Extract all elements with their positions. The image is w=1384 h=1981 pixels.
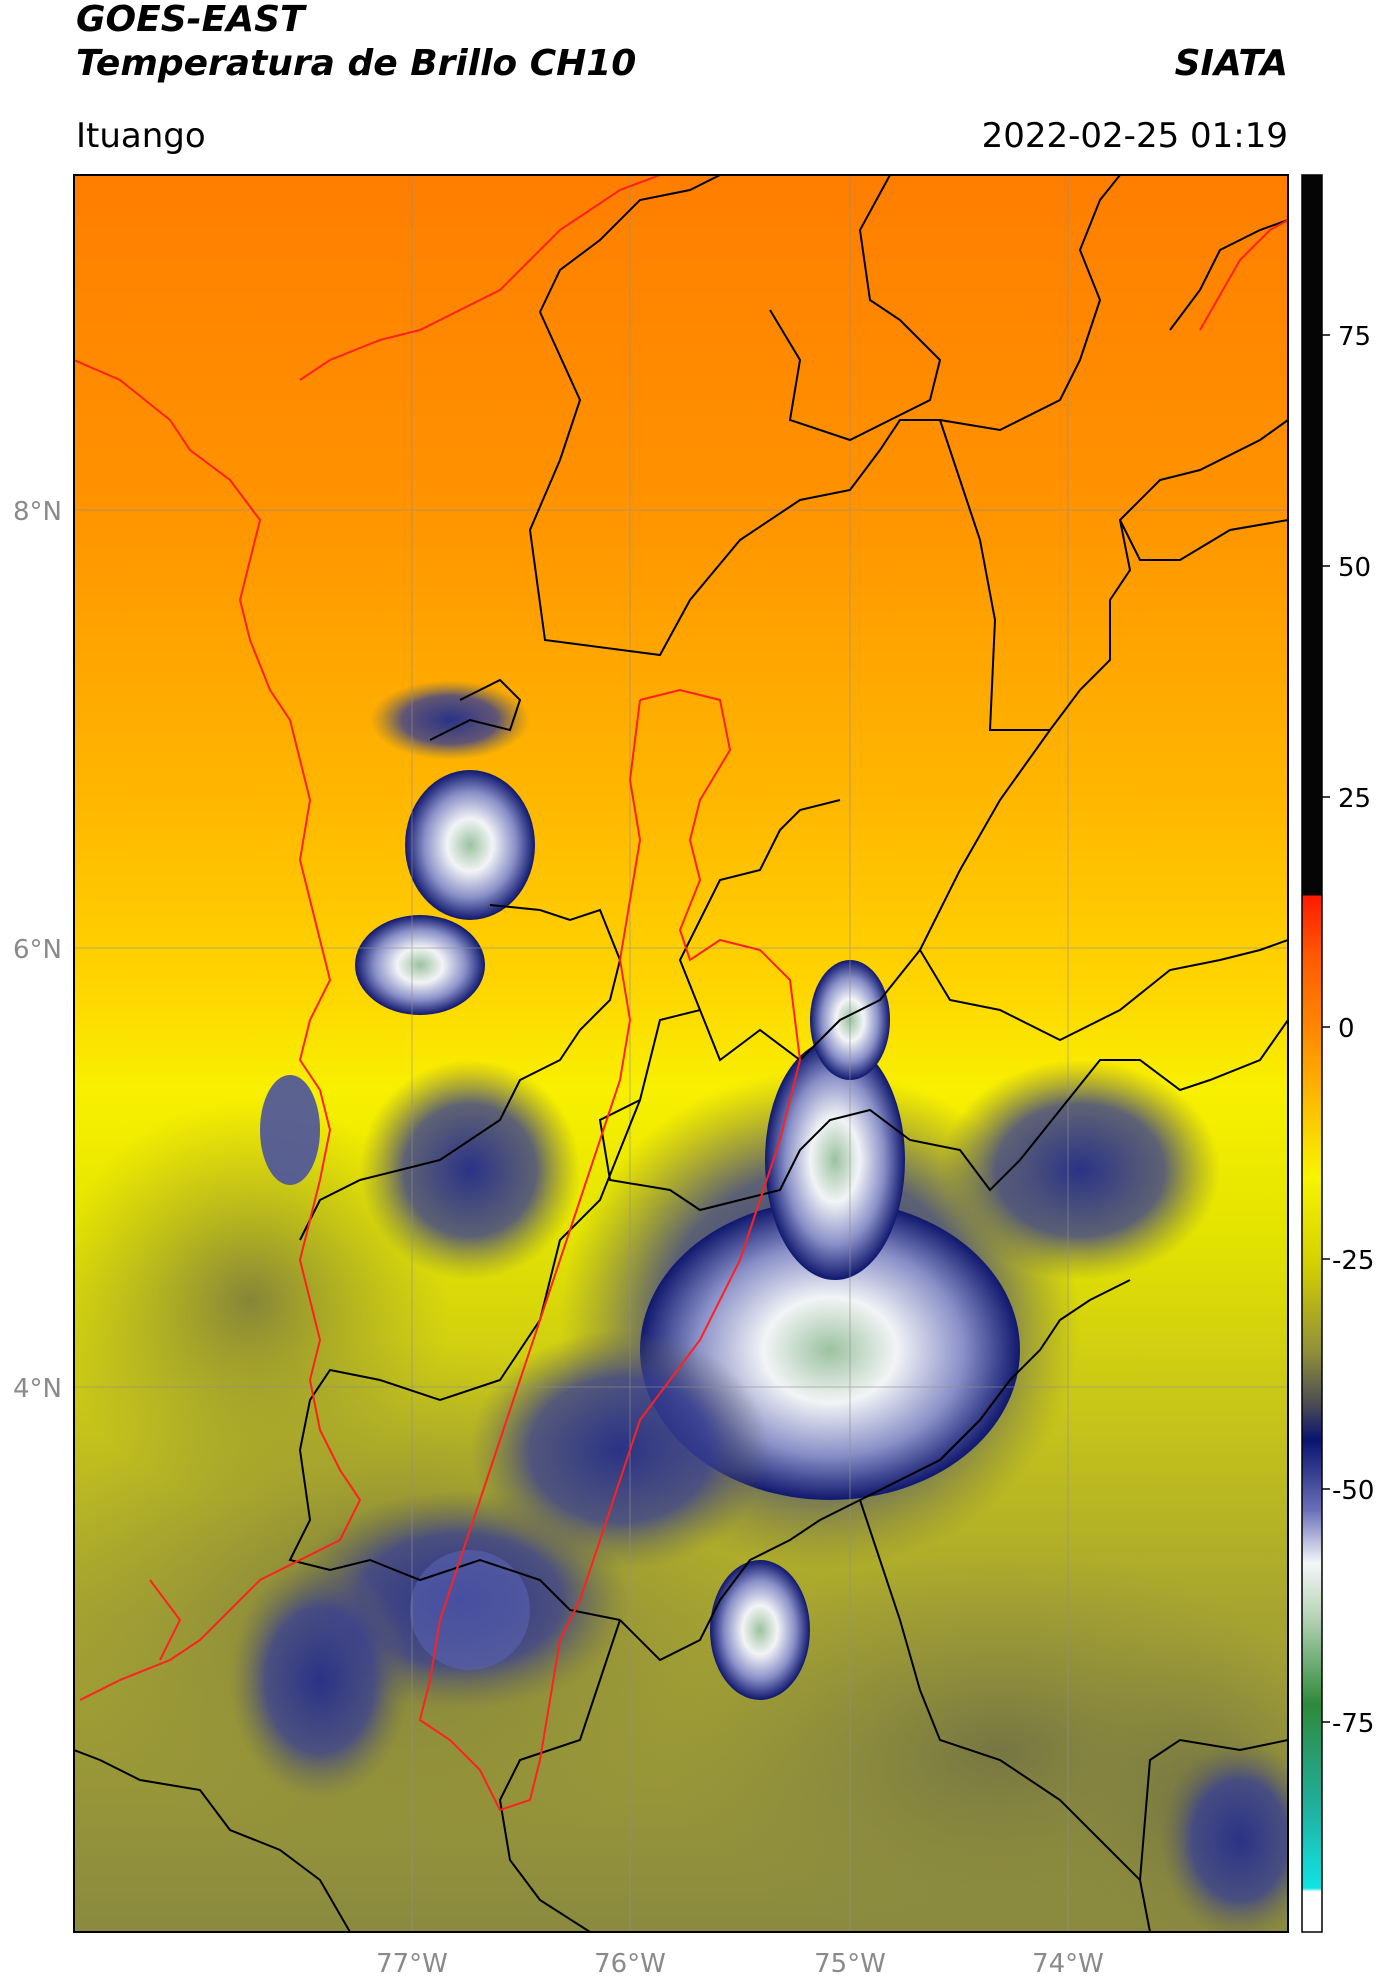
lat-label-4n: 4°N bbox=[13, 1374, 62, 1404]
lon-label-77w: 77°W bbox=[376, 1949, 448, 1979]
colorbar-tick-25: 25 bbox=[1338, 784, 1371, 814]
colorbar-tick-minus50: -50 bbox=[1332, 1476, 1374, 1506]
lat-label-8n: 8°N bbox=[13, 497, 62, 527]
colorbar-tick-75: 75 bbox=[1338, 322, 1371, 352]
lon-label-76w: 76°W bbox=[594, 1949, 666, 1979]
colorbar: 75 50 25 0 -25 -50 -75 bbox=[1301, 174, 1374, 1933]
colorbar-tick-minus75: -75 bbox=[1332, 1709, 1374, 1739]
brightness-temperature-field bbox=[74, 175, 1288, 1932]
lat-label-6n: 6°N bbox=[13, 935, 62, 965]
graticule bbox=[74, 175, 1288, 1932]
latitude-labels: 8°N 6°N 4°N bbox=[13, 497, 62, 1404]
map-frame bbox=[73, 174, 1289, 1933]
lon-label-75w: 75°W bbox=[814, 1949, 886, 1979]
longitude-labels: 77°W 76°W 75°W 74°W bbox=[376, 1949, 1104, 1979]
lon-label-74w: 74°W bbox=[1032, 1949, 1104, 1979]
colorbar-gradient bbox=[1301, 174, 1323, 1933]
product-title: Temperatura de Brillo CH10 bbox=[76, 43, 637, 84]
satellite-title: GOES-EAST bbox=[76, 0, 305, 40]
basin-and-coast-borders bbox=[74, 175, 1288, 1812]
timestamp-label: 2022-02-25 01:19 bbox=[981, 116, 1288, 156]
cloud-systems bbox=[230, 680, 1288, 1932]
admin-borders bbox=[74, 175, 1288, 1932]
colorbar-tick-0: 0 bbox=[1338, 1014, 1355, 1044]
colorbar-tick-50: 50 bbox=[1338, 553, 1371, 583]
colorbar-tick-minus25: -25 bbox=[1332, 1246, 1374, 1276]
organization-label: SIATA bbox=[1174, 43, 1288, 84]
region-label: Ituango bbox=[76, 116, 206, 156]
